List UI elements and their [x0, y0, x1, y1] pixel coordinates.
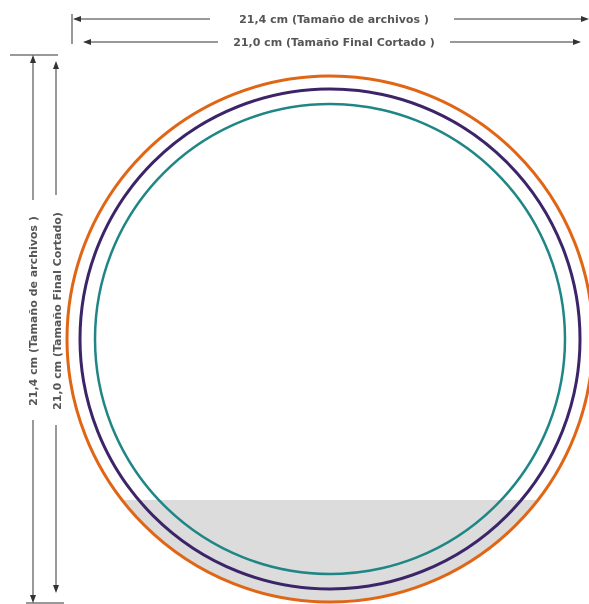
width-file-arrow-right	[581, 16, 589, 22]
height-file-dimension: 21,4 cm (Tamaño de archivos )	[10, 54, 64, 604]
height-final-label: 21,0 cm (Tamaño Final Cortado)	[51, 212, 64, 410]
height-file-arrow-bottom	[30, 595, 36, 603]
width-final-arrow-left	[83, 39, 91, 45]
height-file-arrow-top	[30, 55, 36, 63]
width-final-arrow-right	[573, 39, 581, 45]
height-final-arrow-top	[53, 61, 59, 69]
width-file-label: 21,4 cm (Tamaño de archivos )	[239, 13, 429, 26]
inner-ring-safe-area	[93, 102, 567, 576]
outer-ring-file-size	[65, 74, 589, 604]
width-final-label: 21,0 cm (Tamaño Final Cortado )	[233, 36, 435, 49]
width-file-dimension: 21,4 cm (Tamaño de archivos )	[71, 13, 589, 44]
height-final-arrow-bottom	[53, 585, 59, 593]
width-file-arrow-left	[73, 16, 81, 22]
height-final-dimension: 21,0 cm (Tamaño Final Cortado)	[51, 61, 64, 593]
height-file-label: 21,4 cm (Tamaño de archivos )	[27, 216, 40, 406]
width-final-dimension: 21,0 cm (Tamaño Final Cortado )	[83, 36, 581, 49]
middle-ring-final-cut	[78, 87, 582, 591]
